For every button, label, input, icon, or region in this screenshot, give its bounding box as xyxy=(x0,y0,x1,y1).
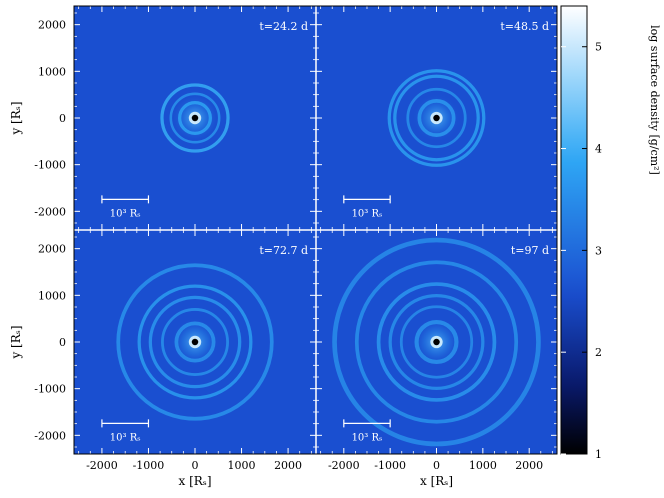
x-tick-label: -2000 xyxy=(328,459,360,472)
scale-bar-label: 10³ Rₛ xyxy=(110,208,141,219)
ring-2 xyxy=(169,92,221,144)
y-tick-label: -2000 xyxy=(34,205,66,218)
scale-bar: 10³ Rₛ xyxy=(343,419,391,443)
central-hole xyxy=(191,338,199,346)
panel-2: t=48.5 d 10³ Rₛ xyxy=(316,6,557,230)
scale-bar-label: 10³ Rₛ xyxy=(110,432,141,443)
ring-4 xyxy=(137,284,253,400)
x-tick-label: -2000 xyxy=(86,459,118,472)
scale-bar: 10³ Rₛ xyxy=(101,419,150,443)
colorbar-label: log surface density [g/cm²] xyxy=(648,25,661,175)
colorbar-tick-label: 5 xyxy=(595,41,602,54)
x-tick-label: 2000 xyxy=(515,459,543,472)
panels: t=24.2 d 10³ Rₛ t=48.5 d 10³ Rₛ t=72.7 d 10³ … xyxy=(74,6,557,454)
time-label: t=48.5 d xyxy=(500,20,549,33)
y-tick-label: -1000 xyxy=(34,383,66,396)
panel-4: t=97 d 10³ Rₛ xyxy=(316,230,557,454)
ring-1 xyxy=(417,98,456,138)
scale-bar-label: 10³ Rₛ xyxy=(352,432,383,443)
ring-1 xyxy=(178,101,212,135)
time-label: t=72.7 d xyxy=(259,244,308,257)
y-tick-label: 1000 xyxy=(38,65,66,78)
time-label: t=97 d xyxy=(511,244,549,257)
scale-bar-label: 10³ Rₛ xyxy=(352,208,383,219)
x-tick-label: 2000 xyxy=(274,459,302,472)
x-tick-label: 1000 xyxy=(228,459,256,472)
colorbar-tick-label: 3 xyxy=(595,244,602,257)
colorbar: 1 2 3 4 5 log surface density [g/cm²] xyxy=(560,5,661,461)
y-tick-label: 0 xyxy=(59,336,66,349)
ring-3 xyxy=(393,74,480,162)
ring-2 xyxy=(161,308,229,376)
ring-1 xyxy=(414,319,459,365)
x-tick-label: 1000 xyxy=(469,459,497,472)
time-label: t=24.2 d xyxy=(259,20,308,33)
y-tick-label: 2000 xyxy=(38,243,66,256)
x-tick-label: -1000 xyxy=(133,459,165,472)
central-hole xyxy=(191,114,199,122)
y-tick-label: -2000 xyxy=(34,429,66,442)
x-tick-label: 0 xyxy=(433,459,440,472)
y-axis-label: y [Rₛ] xyxy=(9,325,23,359)
ring-4 xyxy=(387,69,486,167)
ring-5 xyxy=(116,263,274,421)
scale-bar: 10³ Rₛ xyxy=(101,195,150,219)
ring-4 xyxy=(376,282,497,402)
y-tick-label: 0 xyxy=(59,112,66,125)
x-tick-label: 0 xyxy=(192,459,199,472)
colorbar-tick-label: 4 xyxy=(595,143,602,156)
ring-2 xyxy=(399,305,474,379)
y-tick-label: -1000 xyxy=(34,159,66,172)
axes: -2000 -1000 0 1000 2000 y [Rₛ] -2000 -1000 0 1000… xyxy=(9,5,558,488)
ring-3 xyxy=(388,294,485,390)
panel-1: t=24.2 d 10³ Rₛ xyxy=(74,6,316,230)
x-axis-label: x [Rₛ] xyxy=(420,474,453,488)
ring-3 xyxy=(148,295,242,389)
y-tick-label: 1000 xyxy=(38,289,66,302)
y-tick-label: 2000 xyxy=(38,19,66,32)
ring-1 xyxy=(174,321,216,363)
central-hole xyxy=(433,338,440,346)
scale-bar: 10³ Rₛ xyxy=(343,195,391,219)
colorbar-gradient xyxy=(560,5,588,455)
ring-6 xyxy=(332,237,541,447)
colorbar-tick-label: 1 xyxy=(595,448,602,461)
ring-5 xyxy=(354,260,519,424)
central-hole xyxy=(433,114,440,122)
x-axis-label: x [Rₛ] xyxy=(178,474,211,488)
x-tick-label: -1000 xyxy=(374,459,406,472)
frame xyxy=(73,5,558,455)
ring-3 xyxy=(160,83,230,153)
ring-2 xyxy=(406,87,467,149)
panel-3: t=72.7 d 10³ Rₛ xyxy=(74,230,316,454)
colorbar-tick-label: 2 xyxy=(595,346,602,359)
y-axis-label: y [Rₛ] xyxy=(9,101,23,135)
